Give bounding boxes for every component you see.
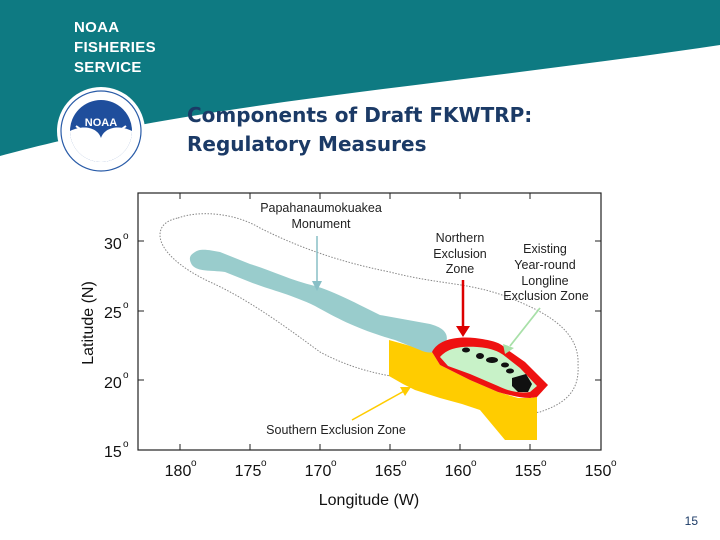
x-tick-175-degree: o (261, 458, 267, 469)
teal-banner-shape (0, 0, 720, 156)
monument-label-line2: Monument (291, 217, 351, 231)
northern-arrowhead (456, 326, 470, 337)
logo-line-service: SERVICE (74, 59, 142, 76)
map-tick-marks (138, 193, 601, 450)
header-banner (0, 0, 720, 156)
existing-label-line2: Year-round (514, 258, 575, 272)
y-tick-25-degree: o (123, 300, 129, 311)
y-tick-20-degree: o (123, 370, 129, 381)
southern-exclusion-zone (389, 340, 537, 440)
y-tick-30: 30 (104, 236, 122, 253)
northern-label-line3: Zone (446, 262, 475, 276)
logo-line-fisheries: FISHERIES (74, 39, 156, 56)
y-tick-25: 25 (104, 305, 122, 322)
logo-line-noaa: NOAA (74, 19, 120, 36)
x-tick-150-degree: o (611, 458, 617, 469)
y-tick-15-degree: o (123, 439, 129, 450)
x-axis-label: Longitude (W) (319, 492, 420, 509)
x-tick-175: 175 (235, 463, 262, 480)
x-tick-160-degree: o (471, 458, 477, 469)
noaa-seal-icon: NOAA (57, 87, 145, 175)
seal-label: NOAA (85, 117, 117, 129)
x-tick-170-degree: o (331, 458, 337, 469)
monument-arrowhead (312, 281, 322, 291)
longitude-tick-labels: 180 o 175 o 170 o 165 o 160 o 155 o 150 … (165, 458, 617, 480)
longline-arrow (509, 307, 541, 347)
annotation-arrows (312, 236, 541, 421)
y-tick-30-degree: o (123, 231, 129, 242)
slide-number: 15 (684, 514, 698, 528)
northern-label-line2: Exclusion (433, 247, 487, 261)
x-tick-180-degree: o (191, 458, 197, 469)
slide-title: Components of Draft FKWTRP: Regulatory M… (187, 101, 532, 159)
hawaiian-islands (462, 347, 532, 392)
southern-arrow (351, 389, 407, 421)
x-tick-170: 170 (305, 463, 332, 480)
existing-label-line1: Existing (523, 242, 567, 256)
existing-label-line4: Exclusion Zone (503, 289, 589, 303)
x-tick-155-degree: o (541, 458, 547, 469)
x-tick-165-degree: o (401, 458, 407, 469)
monument-label-line1: Papahanaumokuakea (260, 201, 382, 215)
x-tick-150: 150 (585, 463, 612, 480)
slide-title-line2: Regulatory Measures (187, 132, 427, 156)
y-tick-15: 15 (104, 444, 122, 461)
eez-boundary (159, 213, 579, 416)
x-tick-180: 180 (165, 463, 192, 480)
x-tick-165: 165 (375, 463, 402, 480)
x-tick-160: 160 (445, 463, 472, 480)
papahanaumokuakea-monument (189, 249, 447, 353)
longline-arrowhead (503, 344, 514, 354)
latitude-tick-labels: 30 o 25 o 20 o 15 o (104, 231, 129, 461)
x-tick-155: 155 (515, 463, 542, 480)
y-tick-20: 20 (104, 375, 122, 392)
y-axis-label: Latitude (N) (80, 281, 97, 365)
southern-arrowhead (400, 387, 411, 396)
northern-label-line1: Northern (436, 231, 485, 245)
southern-label: Southern Exclusion Zone (266, 423, 406, 437)
existing-label-line3: Longline (521, 274, 568, 288)
slide-title-line1: Components of Draft FKWTRP: (187, 103, 533, 127)
